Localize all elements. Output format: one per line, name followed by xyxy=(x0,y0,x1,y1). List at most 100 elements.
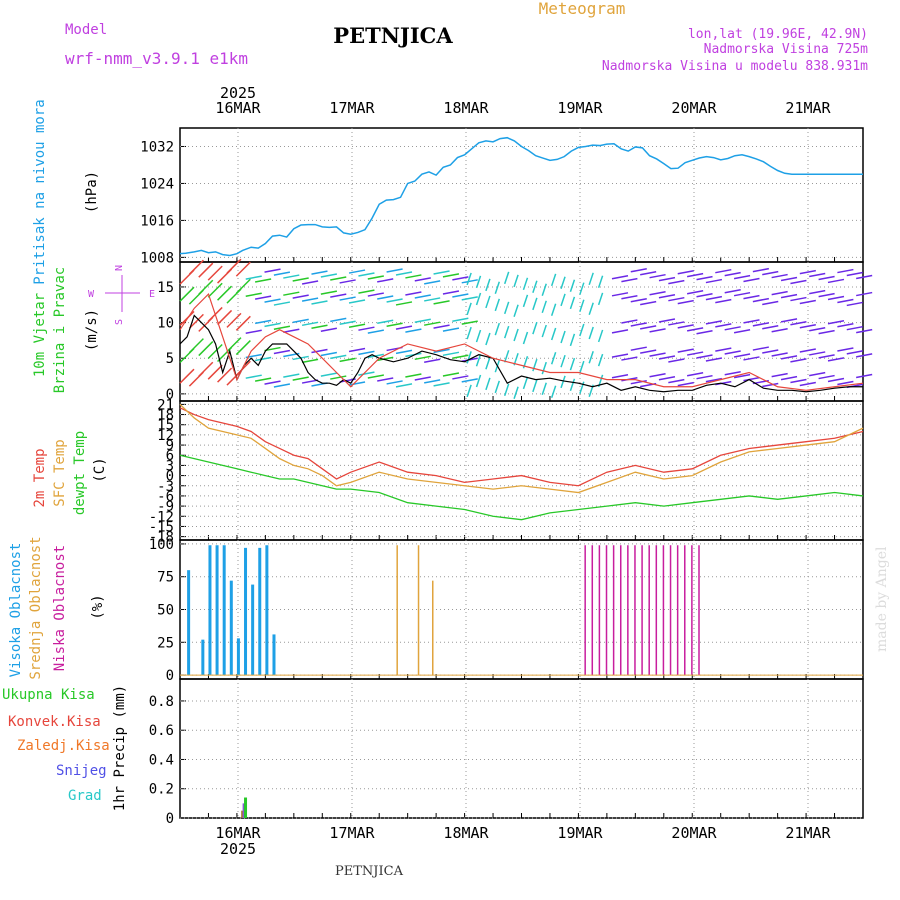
wind-arrow xyxy=(367,292,384,297)
wind-arrow xyxy=(405,291,422,296)
wind-arrow xyxy=(630,268,647,273)
wind-arrow xyxy=(235,340,251,356)
wind-arrow xyxy=(658,375,676,381)
cloud-bar xyxy=(236,638,240,676)
wind-arrow xyxy=(621,356,638,361)
footer-station: PETNJICA xyxy=(335,864,404,879)
wind-arrow xyxy=(466,302,472,316)
wind-arrow xyxy=(569,357,576,371)
cloud-bar xyxy=(251,584,255,676)
wind-arrow xyxy=(743,294,760,300)
cloud-bar xyxy=(584,545,586,676)
y-tick-label: 0 xyxy=(166,811,174,827)
wind-arrow xyxy=(668,358,685,363)
wind-arrow xyxy=(503,383,510,397)
wind-arrow xyxy=(743,319,760,324)
wind-arrow xyxy=(541,300,547,314)
wind-arrow xyxy=(513,328,519,342)
wind-arrow xyxy=(809,272,826,278)
wind-arrow xyxy=(301,358,319,364)
wind-arrow xyxy=(433,382,450,387)
y-tick-label: 15 xyxy=(157,280,174,296)
wind-arrow xyxy=(677,299,694,305)
wind-arrow xyxy=(461,279,478,284)
wind-arrow xyxy=(503,271,510,285)
wind-arrow xyxy=(677,348,694,353)
y-tick-label: -15 xyxy=(149,519,174,535)
y-tick-label: 50 xyxy=(157,603,174,619)
wind-arrow xyxy=(254,356,272,362)
wind-arrow xyxy=(254,377,272,382)
y-tick-label: 100 xyxy=(149,537,174,553)
wind-arrow xyxy=(475,329,482,343)
wind-arrow xyxy=(686,372,704,377)
watermark: made by Angel xyxy=(874,546,890,652)
wind-arrow xyxy=(292,318,309,324)
wind-arrow xyxy=(188,313,204,329)
wind-arrow xyxy=(405,373,422,378)
wind-arrow xyxy=(809,351,826,356)
coords-label: lon,lat (19.96E, 42.9N) xyxy=(688,27,868,42)
wind-arrow xyxy=(621,319,638,324)
wind-arrow xyxy=(569,378,576,392)
wind-arrow xyxy=(442,273,460,278)
wind-arrow xyxy=(569,279,576,292)
wind-arrow xyxy=(339,296,356,301)
wind-arrow xyxy=(485,377,491,391)
wind-arrow xyxy=(715,268,732,274)
precip-snow-label: Snijeg xyxy=(56,763,107,779)
wind-arrow xyxy=(273,383,291,388)
top-day-label: 17MAR xyxy=(329,99,375,117)
wind-arrow xyxy=(818,354,835,359)
wind-arrow xyxy=(452,276,469,281)
y-tick-label: -18 xyxy=(149,530,174,546)
wind-arrow xyxy=(771,352,788,357)
wind-arrow xyxy=(405,274,422,279)
y-tick-label: 0 xyxy=(166,668,174,684)
wind-arrow xyxy=(752,346,770,351)
wind-arrow xyxy=(452,375,469,380)
wind-arrow xyxy=(658,294,676,299)
cloud-bar xyxy=(698,545,700,676)
wind-arrow xyxy=(235,261,251,277)
wind-arrow xyxy=(377,377,394,382)
wind-arrow xyxy=(705,295,723,301)
cloud-bar xyxy=(627,545,629,676)
wind-arrow xyxy=(856,291,873,297)
cloud-bar xyxy=(222,545,226,676)
cloud-bar xyxy=(641,545,643,676)
wind-arrow xyxy=(311,270,328,275)
wind-arrow xyxy=(386,380,403,385)
wind-arrow xyxy=(837,322,854,328)
y-tick-label: 3 xyxy=(166,458,174,474)
wind-arrow xyxy=(330,293,347,298)
wind-arrow xyxy=(560,354,566,368)
wind-arrow xyxy=(579,323,585,337)
wind-arrow xyxy=(818,374,835,380)
wind-arrow xyxy=(442,290,460,295)
wind-arrow xyxy=(395,325,413,330)
wind-arrow xyxy=(579,299,585,313)
wind-arrow xyxy=(494,380,501,394)
wind-arrow xyxy=(611,374,629,379)
year-label-bottom: 2025 xyxy=(220,840,256,858)
wind-arrow xyxy=(818,275,835,281)
wind-arrow xyxy=(503,301,510,315)
wind-arrow xyxy=(827,377,845,383)
wind-arrow xyxy=(705,278,723,284)
wind-arrow xyxy=(649,273,666,279)
wind-arrow xyxy=(311,348,328,354)
cloud-bar xyxy=(634,545,636,676)
y-tick-label: 9 xyxy=(166,438,174,454)
top-day-label: 20MAR xyxy=(671,99,717,117)
wind-arrow xyxy=(452,354,469,360)
wind-compass: N W E S xyxy=(88,265,155,325)
wind-arrow xyxy=(658,355,676,360)
wind-arrow xyxy=(724,370,741,376)
y-tick-label: 25 xyxy=(157,635,174,651)
y-tick-label: 12 xyxy=(157,428,174,444)
wind-arrow xyxy=(696,275,713,281)
wind-arrow xyxy=(856,328,873,334)
top-date-axis: 16MAR 17MAR 18MAR 19MAR 20MAR 21MAR xyxy=(215,99,831,117)
wind-unit: (m/s) xyxy=(84,309,100,351)
